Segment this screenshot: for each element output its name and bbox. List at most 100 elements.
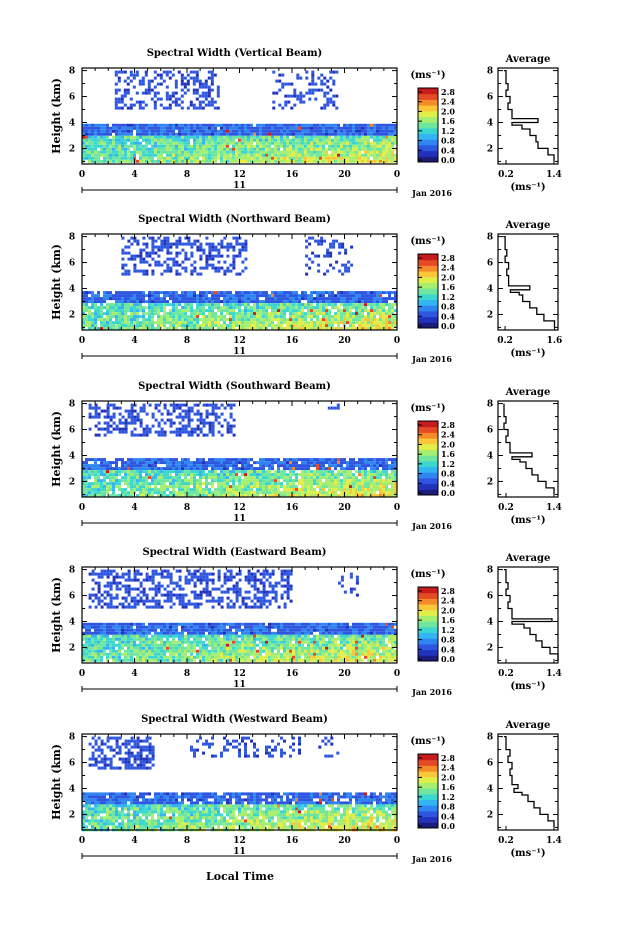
heatmap-cell	[286, 147, 289, 151]
heatmap-cell	[352, 159, 355, 163]
heatmap-cell	[217, 430, 221, 434]
heatmap-cell	[280, 300, 283, 304]
heatmap-cell	[307, 464, 310, 468]
heatmap-cell	[160, 306, 163, 310]
heatmap-cell	[82, 327, 85, 331]
heatmap-cell	[160, 412, 164, 416]
heatmap-cell	[241, 245, 245, 249]
heatmap-cell	[207, 94, 211, 98]
heatmap-cell	[307, 306, 310, 310]
heatmap-cell	[358, 129, 361, 133]
heatmap-cell	[202, 315, 205, 319]
heatmap-cell	[133, 141, 136, 145]
heatmap-cell	[205, 156, 208, 160]
heatmap-cell	[283, 150, 286, 154]
heatmap-cell	[259, 473, 262, 477]
heatmap-cell	[287, 100, 291, 104]
y-tick-label: 4	[69, 118, 75, 128]
heatmap-cell	[124, 294, 127, 298]
heatmap-cell	[277, 138, 280, 142]
heatmap-cell	[193, 473, 196, 477]
heatmap-cell	[361, 135, 364, 139]
heatmap-cell	[175, 406, 179, 410]
heatmap-cell	[127, 318, 130, 322]
heatmap-cell	[97, 488, 100, 492]
heatmap-cell	[241, 482, 244, 486]
heatmap-cell	[337, 488, 340, 492]
heatmap-cell	[97, 464, 100, 468]
heatmap-cell	[184, 251, 188, 255]
heatmap-cell	[241, 291, 244, 295]
heatmap-cell	[379, 318, 382, 322]
heatmap-cell	[163, 421, 167, 425]
heatmap-cell	[316, 126, 319, 130]
heatmap-cell	[178, 147, 181, 151]
heatmap-cell	[271, 138, 274, 142]
heatmap-cell	[274, 159, 277, 163]
heatmap-cell	[154, 403, 158, 407]
heatmap-cell	[331, 482, 334, 486]
heatmap-cell	[106, 427, 110, 431]
heatmap-cell	[154, 418, 158, 422]
heatmap-cell	[283, 470, 286, 474]
heatmap-cell	[142, 406, 146, 410]
heatmap-cell	[190, 476, 193, 480]
colorbar-segment	[418, 282, 438, 289]
heatmap-cell	[238, 126, 241, 130]
heatmap-cell	[145, 138, 148, 142]
heatmap-cell	[141, 106, 145, 110]
heatmap-cell	[313, 458, 316, 462]
heatmap-cell	[133, 263, 137, 267]
heatmap-cell	[271, 491, 274, 495]
heatmap-cell	[106, 470, 109, 474]
heatmap-cell	[91, 464, 94, 468]
heatmap-cell	[112, 479, 115, 483]
heatmap-cell	[352, 476, 355, 480]
heatmap-cell	[304, 303, 307, 307]
heatmap-cell	[235, 129, 238, 133]
heatmap-cell	[283, 135, 286, 139]
heatmap-cell	[154, 458, 157, 462]
heatmap-cell	[142, 248, 146, 252]
heatmap-cell	[91, 415, 95, 419]
heatmap-cell	[232, 327, 235, 331]
heatmap-cell	[334, 488, 337, 492]
heatmap-cell	[199, 309, 202, 313]
heatmap-cell	[325, 321, 328, 325]
heatmap-cell	[385, 318, 388, 322]
heatmap-cell	[394, 294, 397, 298]
heatmap-cell	[187, 144, 190, 148]
heatmap-cell	[322, 327, 325, 331]
heatmap-cell	[373, 464, 376, 468]
heatmap-cell	[163, 294, 166, 298]
heatmap-cell	[82, 473, 85, 477]
heatmap-cell	[199, 132, 202, 136]
heatmap-cell	[148, 236, 152, 240]
heatmap-cell	[120, 97, 124, 101]
heatmap-cell	[160, 476, 163, 480]
heatmap-cell	[145, 144, 148, 148]
heatmap-cell	[358, 306, 361, 310]
heatmap-cell	[193, 126, 196, 130]
heatmap-cell	[229, 461, 232, 465]
heatmap-cell	[247, 306, 250, 310]
heatmap-cell	[196, 123, 199, 127]
heatmap-cell	[85, 494, 88, 498]
heatmap-cell	[175, 315, 178, 319]
heatmap-cell	[163, 406, 167, 410]
heatmap-cell	[391, 129, 394, 133]
heatmap-cell	[184, 242, 188, 246]
heatmap-cell	[226, 129, 229, 133]
heatmap-cell	[151, 159, 154, 163]
heatmap-cell	[232, 485, 235, 489]
heatmap-cell	[103, 126, 106, 130]
heatmap-cell	[130, 458, 133, 462]
heatmap-cell	[298, 153, 301, 157]
heatmap-cell	[169, 321, 172, 325]
day-label: 11	[233, 181, 246, 191]
heatmap-cell	[229, 315, 232, 319]
heatmap-cell	[388, 306, 391, 310]
heatmap-cell	[325, 306, 328, 310]
heatmap-cell	[211, 321, 214, 325]
heatmap-cell	[159, 73, 163, 77]
